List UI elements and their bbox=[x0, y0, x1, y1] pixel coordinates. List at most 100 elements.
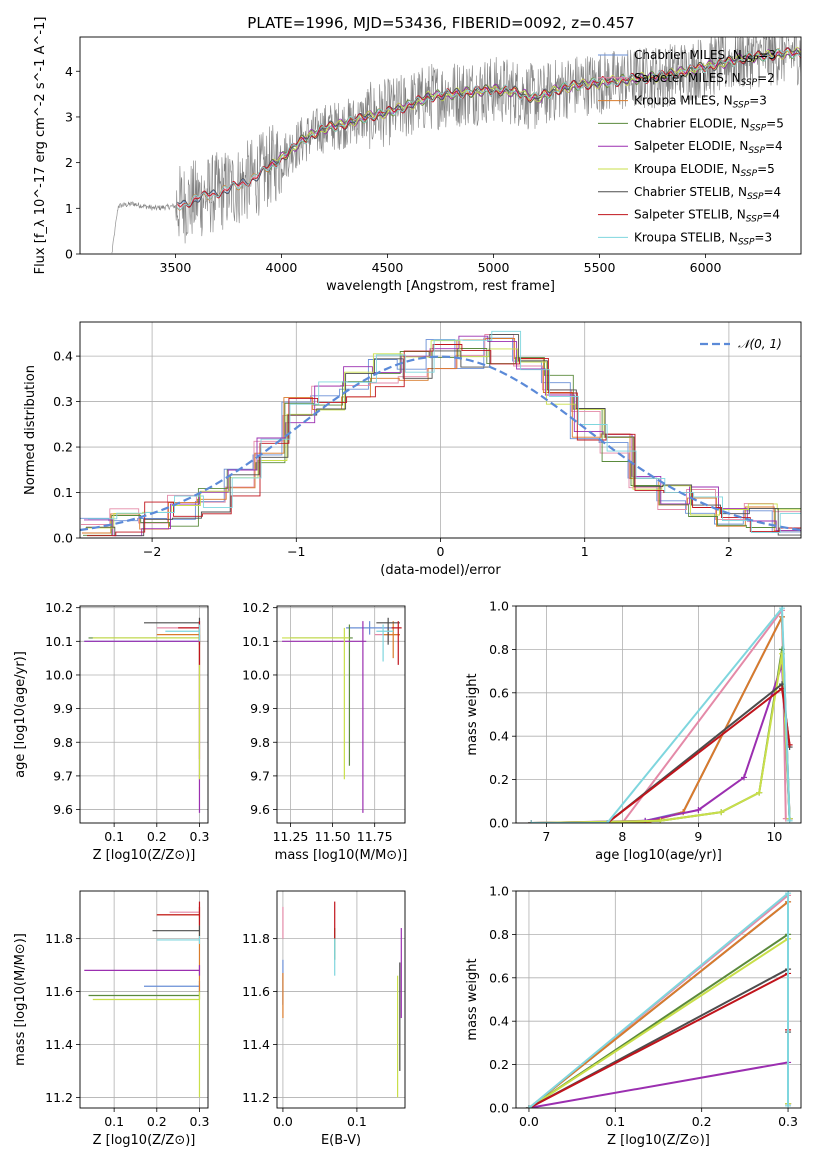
x-axis-label: mass [log10(M/M⊙)] bbox=[275, 848, 408, 863]
model-spectrum bbox=[177, 47, 801, 208]
y-tick-label: 9.9 bbox=[250, 701, 270, 716]
y-tick-label: 11.4 bbox=[242, 1037, 270, 1052]
y-tick-label: 0.2 bbox=[489, 1057, 509, 1072]
x-tick-label: 4000 bbox=[266, 260, 298, 275]
error-bar-point bbox=[152, 925, 201, 936]
y-tick-label: 10.0 bbox=[242, 667, 270, 682]
gaussian-curve bbox=[80, 355, 801, 532]
mass-weight-series bbox=[531, 606, 791, 823]
residual-histogram bbox=[84, 335, 801, 537]
mass-weight-marker bbox=[528, 820, 535, 823]
x-tick-label: 5500 bbox=[584, 260, 616, 275]
x-tick-label: 0.1 bbox=[605, 1114, 625, 1129]
age-vs-mass-points bbox=[282, 617, 402, 813]
x-tick-label: 0.2 bbox=[147, 1114, 167, 1129]
y-tick-label: 9.7 bbox=[250, 768, 270, 783]
model-spectrum bbox=[177, 48, 801, 211]
x-tick-label: 0.2 bbox=[147, 829, 167, 844]
x-tick-label: 1 bbox=[581, 544, 589, 559]
residual-histogram bbox=[88, 330, 801, 534]
error-bar-point bbox=[92, 631, 201, 780]
x-tick-label: 0.0 bbox=[273, 1114, 293, 1129]
mass-vs-Z-frame bbox=[79, 890, 209, 1109]
mass-weight-marker bbox=[741, 774, 747, 781]
y-tick-label: 1.0 bbox=[489, 884, 509, 899]
y-tick-label: 0.0 bbox=[489, 1101, 509, 1116]
x-axis-label: Z [log10(Z/Z⊙)] bbox=[93, 848, 196, 863]
y-tick-label: 1.0 bbox=[489, 599, 509, 614]
mass-vs-ebv-frame bbox=[276, 890, 406, 1109]
mass-weight-marker bbox=[604, 820, 611, 823]
x-tick-label: 6000 bbox=[690, 260, 722, 275]
y-tick-label: 0.4 bbox=[489, 729, 509, 744]
mass-weight-marker bbox=[718, 809, 725, 816]
legend-entry: Chabrier ELODIE, NSSP=5 bbox=[634, 116, 784, 133]
y-axis-label: Normed distribution bbox=[23, 365, 38, 495]
x-axis-label: Z [log10(Z/Z⊙)] bbox=[607, 1133, 710, 1148]
error-bar-point bbox=[282, 621, 367, 813]
mass-weight-series bbox=[531, 653, 791, 823]
error-bar-point bbox=[169, 906, 201, 918]
error-bar-point bbox=[165, 624, 201, 642]
y-tick-label: 9.8 bbox=[53, 735, 73, 750]
x-tick-label: 0 bbox=[437, 544, 445, 559]
y-tick-label: 0.8 bbox=[489, 642, 509, 657]
x-axis-label: wavelength [Angstrom, rest frame] bbox=[326, 279, 555, 294]
x-tick-label: 11.75 bbox=[357, 829, 393, 844]
mass-weight-series bbox=[531, 664, 791, 823]
mass-weight-vs-Z-lines bbox=[525, 891, 792, 1108]
age-vs-Z-axes: 0.1 0.2 0.3 9.6 9.7 9.8 9.9 10.0 10.1 10.2 Z [log1… bbox=[13, 600, 209, 863]
x-tick-label: 9 bbox=[694, 829, 702, 844]
error-bar-point bbox=[84, 634, 201, 813]
error-bar-point bbox=[156, 906, 201, 992]
y-tick-label: 4 bbox=[65, 64, 73, 79]
y-tick-label: 0.8 bbox=[489, 927, 509, 942]
error-bar-point bbox=[282, 627, 350, 780]
y-axis-label: mass weight bbox=[465, 673, 480, 755]
spectrum-frame bbox=[79, 36, 802, 255]
mass-vs-Z-points bbox=[84, 901, 201, 1098]
y-tick-label: 10.2 bbox=[45, 600, 73, 615]
x-axis-label: E(B-V) bbox=[321, 1133, 361, 1148]
x-tick-label: 7 bbox=[542, 829, 550, 844]
error-bar-point bbox=[144, 617, 201, 632]
y-tick-label: 0.4 bbox=[53, 349, 73, 364]
x-tick-label: 11.25 bbox=[273, 829, 309, 844]
y-tick-label: 0.1 bbox=[53, 485, 73, 500]
legend-entry: Kroupa MILES, NSSP=3 bbox=[634, 94, 767, 111]
error-bar-point bbox=[88, 991, 201, 1000]
age-vs-mass-axes: 11.25 11.50 11.75 9.6 9.7 9.8 9.9 10.0 10.1 10.2 m… bbox=[242, 600, 407, 863]
error-bar-point bbox=[84, 634, 201, 645]
mass-weight-series bbox=[528, 971, 789, 1108]
error-bar-point bbox=[290, 624, 353, 766]
y-tick-label: 0.2 bbox=[53, 440, 73, 455]
mass-weight-series bbox=[528, 891, 789, 1108]
age-vs-mass-frame bbox=[276, 605, 406, 824]
mass-weight-vs-Z-frame bbox=[515, 890, 802, 1109]
y-tick-label: 3 bbox=[65, 109, 73, 124]
y-tick-label: 9.6 bbox=[53, 802, 73, 817]
error-bar-point bbox=[156, 627, 201, 760]
x-tick-label: 10 bbox=[766, 829, 782, 844]
error-bar-point bbox=[144, 980, 201, 992]
spectrum-plot bbox=[111, 37, 801, 254]
x-tick-label: 5000 bbox=[478, 260, 510, 275]
legend-entry: Kroupa ELODIE, NSSP=5 bbox=[634, 162, 775, 179]
y-tick-label: 1 bbox=[65, 201, 73, 216]
legend-entry: 𝒩(0, 1) bbox=[738, 337, 782, 351]
x-tick-label: −1 bbox=[287, 544, 305, 559]
y-tick-label: 10.2 bbox=[242, 600, 270, 615]
x-axis-label: Z [log10(Z/Z⊙)] bbox=[93, 1133, 196, 1148]
residual-histogram bbox=[85, 340, 801, 529]
residual-histogram bbox=[86, 334, 801, 537]
x-tick-label: 11.50 bbox=[315, 829, 351, 844]
x-tick-label: 4500 bbox=[372, 260, 404, 275]
figure-title: PLATE=1996, MJD=53436, FIBERID=0092, z=0… bbox=[247, 14, 634, 32]
x-tick-label: 0.1 bbox=[104, 829, 124, 844]
mass-vs-ebv-axes: 0.0 0.1 11.2 11.4 11.6 11.8 E(B-V) bbox=[242, 891, 405, 1148]
x-tick-label: 3500 bbox=[160, 260, 192, 275]
y-tick-label: 0.6 bbox=[489, 970, 509, 985]
y-tick-label: 0.6 bbox=[489, 685, 509, 700]
